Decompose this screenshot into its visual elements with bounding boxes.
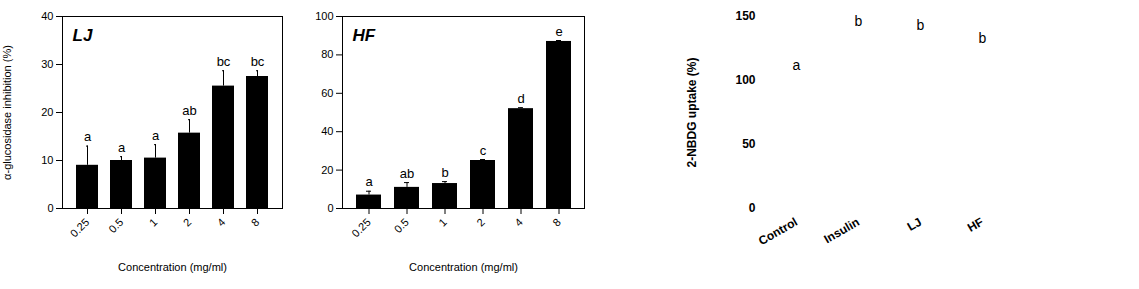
svg-text:a: a xyxy=(84,129,92,144)
svg-text:0: 0 xyxy=(749,201,756,215)
svg-text:b: b xyxy=(979,30,987,46)
svg-text:LJ: LJ xyxy=(905,215,924,234)
svg-text:60: 60 xyxy=(321,87,333,99)
svg-text:Insulin: Insulin xyxy=(821,215,861,246)
svg-text:2: 2 xyxy=(474,216,487,229)
svg-text:40: 40 xyxy=(321,125,333,137)
svg-text:150: 150 xyxy=(735,9,755,23)
svg-text:10: 10 xyxy=(41,154,53,166)
svg-text:d: d xyxy=(517,91,524,106)
svg-text:0.5: 0.5 xyxy=(106,216,125,235)
svg-text:40: 40 xyxy=(41,10,53,22)
svg-text:8: 8 xyxy=(249,216,262,229)
svg-text:b: b xyxy=(917,17,925,33)
svg-text:ab: ab xyxy=(182,103,196,118)
svg-text:LJ: LJ xyxy=(73,26,93,45)
svg-text:b: b xyxy=(441,165,448,180)
svg-text:0: 0 xyxy=(47,202,53,214)
svg-text:20: 20 xyxy=(41,106,53,118)
svg-text:1: 1 xyxy=(436,216,449,229)
svg-text:0.25: 0.25 xyxy=(349,216,373,240)
svg-text:a: a xyxy=(365,174,373,189)
svg-text:100: 100 xyxy=(735,73,755,87)
svg-text:Concentration (mg/ml): Concentration (mg/ml) xyxy=(118,261,227,273)
svg-text:α-glucosidase inhibition (%): α-glucosidase inhibition (%) xyxy=(1,45,13,180)
svg-text:20: 20 xyxy=(321,164,333,176)
svg-text:80: 80 xyxy=(321,48,333,60)
svg-text:c: c xyxy=(480,143,487,158)
svg-text:8: 8 xyxy=(550,216,563,229)
svg-text:50: 50 xyxy=(742,137,756,151)
svg-text:a: a xyxy=(118,140,126,155)
svg-text:e: e xyxy=(555,24,562,39)
svg-text:Control: Control xyxy=(756,215,800,248)
svg-text:b: b xyxy=(855,13,863,29)
svg-text:0: 0 xyxy=(327,202,333,214)
svg-text:0.25: 0.25 xyxy=(68,216,92,240)
svg-text:a: a xyxy=(152,128,160,143)
svg-text:a: a xyxy=(793,57,801,73)
svg-text:30: 30 xyxy=(41,58,53,70)
svg-text:1: 1 xyxy=(147,216,160,229)
svg-text:100: 100 xyxy=(315,10,333,22)
svg-text:4: 4 xyxy=(215,216,228,229)
svg-text:HF: HF xyxy=(353,26,376,45)
svg-text:bc: bc xyxy=(251,54,265,69)
svg-text:bc: bc xyxy=(217,54,231,69)
svg-text:2-NBDG uptake (%): 2-NBDG uptake (%) xyxy=(685,57,699,167)
svg-text:HF: HF xyxy=(965,215,986,235)
svg-text:Concentration (mg/ml): Concentration (mg/ml) xyxy=(409,261,518,273)
svg-text:4: 4 xyxy=(512,216,525,229)
svg-text:ab: ab xyxy=(400,166,414,181)
svg-text:0.5: 0.5 xyxy=(392,216,411,235)
svg-text:2: 2 xyxy=(181,216,194,229)
